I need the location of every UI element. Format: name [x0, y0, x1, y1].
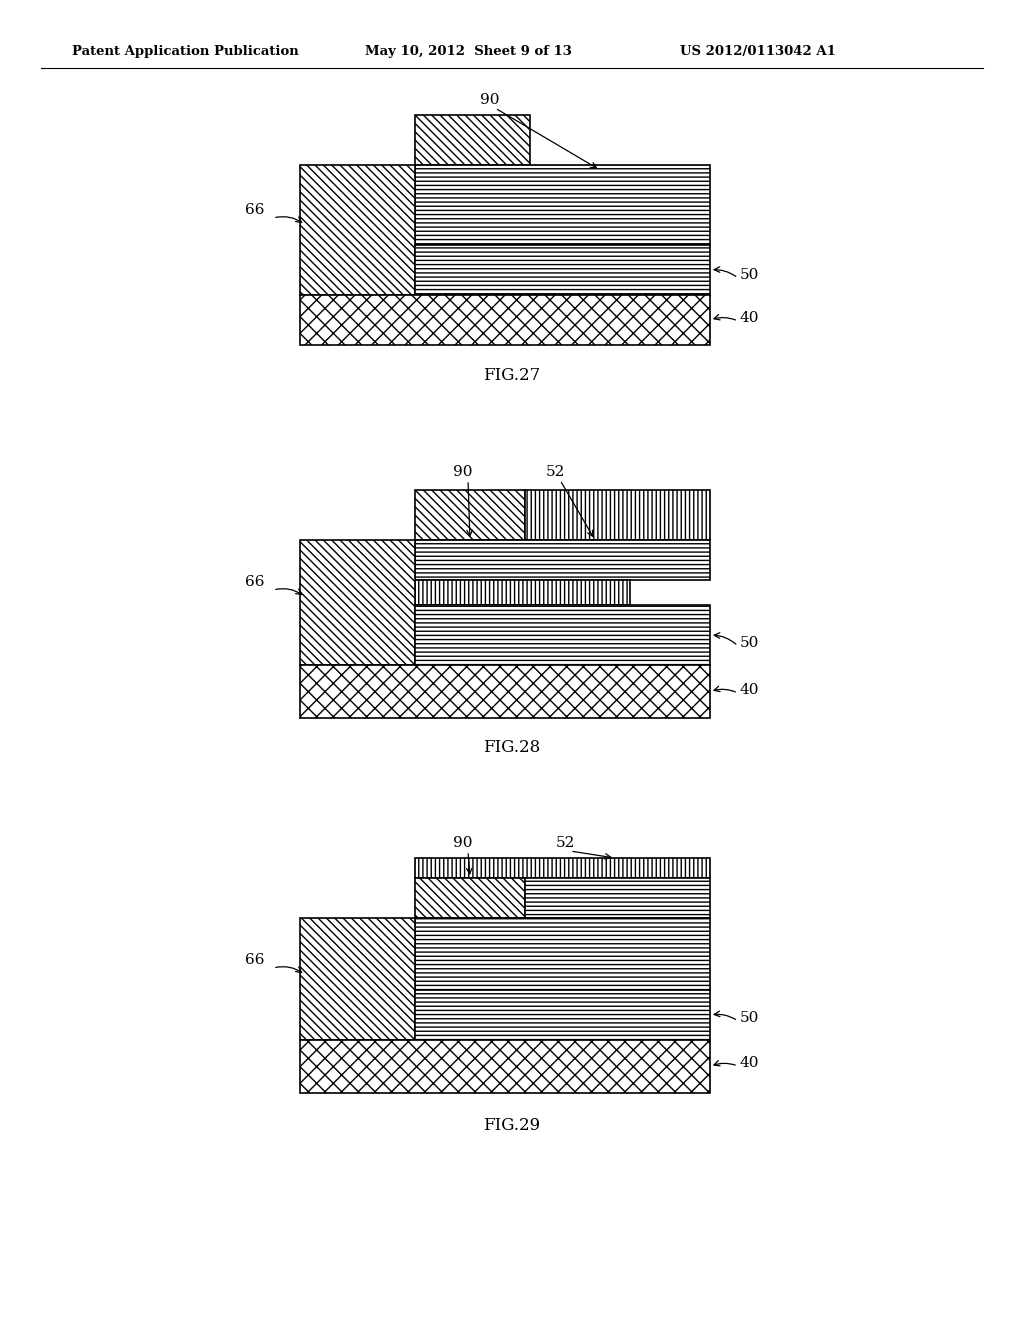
Text: FIG.27: FIG.27 [483, 367, 541, 384]
Text: 66: 66 [246, 203, 265, 216]
Bar [415, 490, 525, 540]
Bar [415, 605, 710, 665]
Text: 90: 90 [480, 92, 500, 107]
Text: 50: 50 [740, 268, 760, 282]
Text: 40: 40 [740, 1056, 760, 1071]
Text: 52: 52 [555, 836, 574, 850]
Text: FIG.28: FIG.28 [483, 739, 541, 756]
Bar [300, 294, 710, 345]
Bar [525, 878, 710, 917]
Bar [415, 990, 710, 1040]
Bar [415, 579, 630, 605]
Bar [415, 878, 525, 917]
Bar [415, 917, 710, 990]
Text: 40: 40 [740, 312, 760, 325]
Bar [300, 665, 710, 718]
Text: Patent Application Publication: Patent Application Publication [72, 45, 299, 58]
Bar [525, 490, 710, 540]
Text: 40: 40 [740, 682, 760, 697]
Bar [300, 540, 415, 665]
Text: 90: 90 [454, 465, 473, 479]
Text: 52: 52 [546, 465, 564, 479]
Text: US 2012/0113042 A1: US 2012/0113042 A1 [680, 45, 836, 58]
Bar [300, 165, 415, 294]
Text: 90: 90 [454, 836, 473, 850]
Text: FIG.29: FIG.29 [483, 1117, 541, 1134]
Bar [300, 1040, 710, 1093]
Text: 50: 50 [740, 1011, 760, 1026]
Text: 50: 50 [740, 636, 760, 649]
Bar [415, 540, 710, 579]
Text: 66: 66 [246, 953, 265, 968]
Bar [415, 165, 710, 246]
Text: 66: 66 [246, 576, 265, 589]
Bar [415, 115, 530, 165]
Bar [415, 858, 710, 878]
Text: May 10, 2012  Sheet 9 of 13: May 10, 2012 Sheet 9 of 13 [365, 45, 571, 58]
Bar [415, 246, 710, 294]
Bar [300, 917, 415, 1040]
